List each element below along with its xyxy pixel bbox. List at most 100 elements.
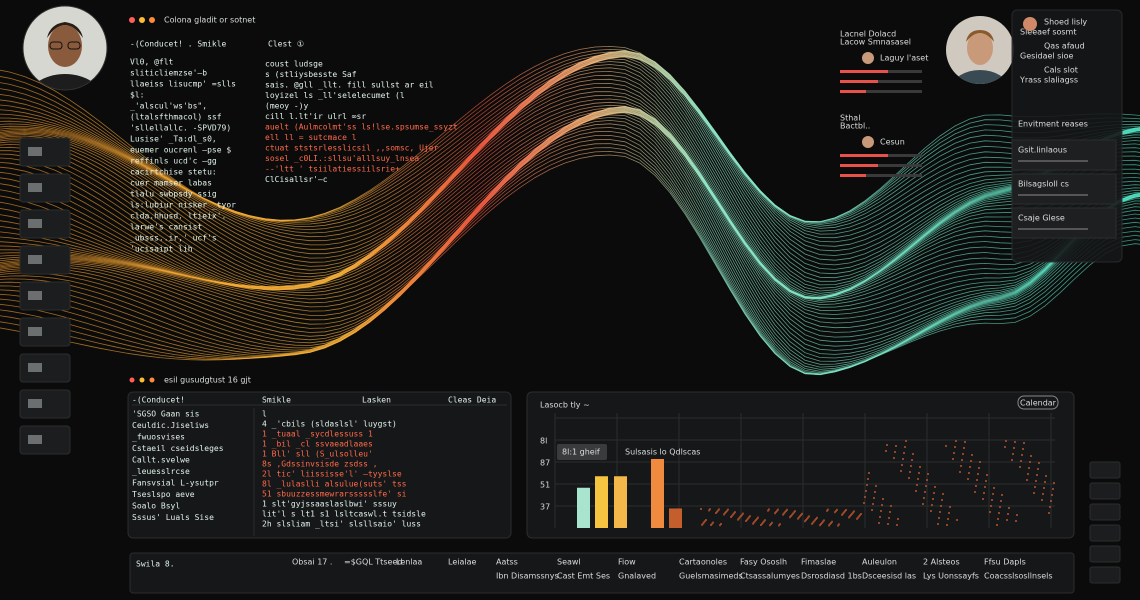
axis-label: 87: [540, 459, 550, 468]
window-dot: [129, 17, 135, 23]
noise-dot: [885, 450, 887, 452]
footer-cell: Lys Uonssayfs: [923, 572, 979, 581]
mini-button[interactable]: [1089, 461, 1121, 479]
terminal-tab[interactable]: Smikle: [262, 396, 291, 405]
rail-icon: [28, 291, 42, 300]
code-line: Sssus' Luals Sise: [132, 513, 214, 522]
noise-dot: [922, 503, 924, 505]
wave-line: [0, 54, 1140, 282]
noise-dot: [826, 509, 828, 512]
rail-button[interactable]: [19, 137, 71, 167]
rail-button[interactable]: [19, 209, 71, 239]
rail-button[interactable]: [19, 353, 71, 383]
wave-line: [0, 50, 1140, 256]
side-entry[interactable]: [1011, 139, 1117, 171]
code-line: Tseslspo aeve: [132, 490, 195, 499]
side-entry[interactable]: [1011, 173, 1117, 205]
code-line: Soalo Bsyl: [132, 502, 180, 511]
meter-fill: [840, 70, 888, 73]
noise-dot: [872, 503, 874, 505]
noise-dot: [873, 497, 875, 499]
rail-button[interactable]: [19, 245, 71, 275]
window-title: Colona gladit or sotnet: [164, 16, 255, 25]
noise-dot: [790, 515, 792, 517]
noise-dot: [968, 472, 970, 474]
rail-icon: [28, 219, 42, 228]
noise-dot: [834, 511, 836, 514]
noise-dot: [777, 508, 779, 511]
mini-button[interactable]: [1089, 566, 1121, 584]
rail-icon: [28, 435, 42, 444]
noise-dot: [774, 512, 776, 515]
rail-button[interactable]: [19, 425, 71, 455]
noise-dot: [768, 508, 770, 511]
noise-dot: [1035, 480, 1037, 482]
terminal-tab[interactable]: -(Conducet!: [132, 396, 185, 405]
wave-line: [0, 139, 1140, 376]
mini-button[interactable]: [1089, 524, 1121, 542]
code-line: Cstaeil cseidsleges: [132, 444, 224, 453]
noise-dot: [835, 510, 837, 512]
axis-label: 37: [540, 503, 550, 512]
mini-button[interactable]: [1089, 545, 1121, 563]
noise-dot: [1026, 479, 1028, 481]
noise-dot: [851, 512, 853, 515]
noise-dot: [727, 508, 729, 511]
noise-dot: [779, 523, 781, 526]
noise-dot: [700, 508, 702, 510]
noise-dot: [912, 453, 914, 455]
code-line: (meoy -)y: [265, 102, 309, 111]
noise-dot: [975, 485, 977, 487]
noise-dot: [1052, 488, 1054, 490]
noise-dot: [986, 474, 988, 476]
code-line: auelt (Aulmcolmt'ss ls!lse.spsumse_ssyzt: [265, 123, 458, 132]
code-line: s (stliysbesste Saf: [265, 70, 357, 79]
noise-dot: [738, 517, 740, 520]
terminal-tab[interactable]: Cleas Deia: [448, 396, 496, 405]
meter-track: [840, 90, 922, 93]
code-line: _leuesslrcse: [132, 467, 190, 476]
code-line: lit'l s lt1 s1 lsltcaswl.t tsidsle: [262, 510, 426, 519]
item-role: Sieeaef sosmt: [1020, 28, 1077, 37]
rail-button[interactable]: [19, 317, 71, 347]
side-entry[interactable]: [1011, 207, 1117, 239]
footer-cell: Auleulon: [862, 558, 897, 567]
footer-cell: Coacsslsosllnsels: [984, 572, 1053, 581]
noise-dot: [942, 493, 944, 495]
noise-dot: [949, 506, 951, 508]
rail-button[interactable]: [19, 173, 71, 203]
mini-button[interactable]: [1089, 482, 1121, 500]
footer-cell: Cartaonoles: [679, 558, 727, 567]
bar: [669, 508, 682, 528]
entry-line: [1018, 228, 1088, 230]
noise-dot: [857, 516, 859, 519]
noise-dot: [830, 522, 832, 524]
calendar-button[interactable]: [1017, 395, 1059, 410]
rail-button[interactable]: [19, 389, 71, 419]
mini-button[interactable]: [1089, 503, 1121, 521]
terminal-tab[interactable]: Lasken: [362, 396, 391, 405]
noise-dot: [739, 516, 741, 519]
noise-dot: [1036, 474, 1038, 476]
code-line: 'sllellallc. -SPVD79): [130, 124, 231, 133]
noise-dot: [784, 511, 786, 514]
noise-dot: [849, 515, 851, 518]
meter-fill: [840, 154, 888, 157]
noise-dot: [821, 521, 823, 524]
legend-label: Sulsasis lo Qdlscas: [625, 448, 700, 457]
code-line: _'alscul'ws'bs",: [130, 102, 207, 111]
noise-dot: [917, 478, 919, 480]
noise-dot: [838, 523, 840, 526]
noise-dot: [761, 522, 763, 525]
code-line: llaeiss lisucmp' =slls: [130, 80, 236, 89]
noise-dot: [925, 485, 927, 487]
noise-dot: [742, 512, 744, 515]
profile-avatar: [862, 136, 874, 148]
terminal-title: esil gusudgtust 16 gjt: [164, 376, 251, 385]
code-line: 2h slsliam _ltsi' slsllsaio' luss: [262, 520, 421, 529]
noise-dot: [775, 511, 777, 513]
wave-line: [0, 110, 1140, 359]
footer-cell: 2 Alsteos: [923, 558, 960, 567]
rail-button[interactable]: [19, 281, 71, 311]
